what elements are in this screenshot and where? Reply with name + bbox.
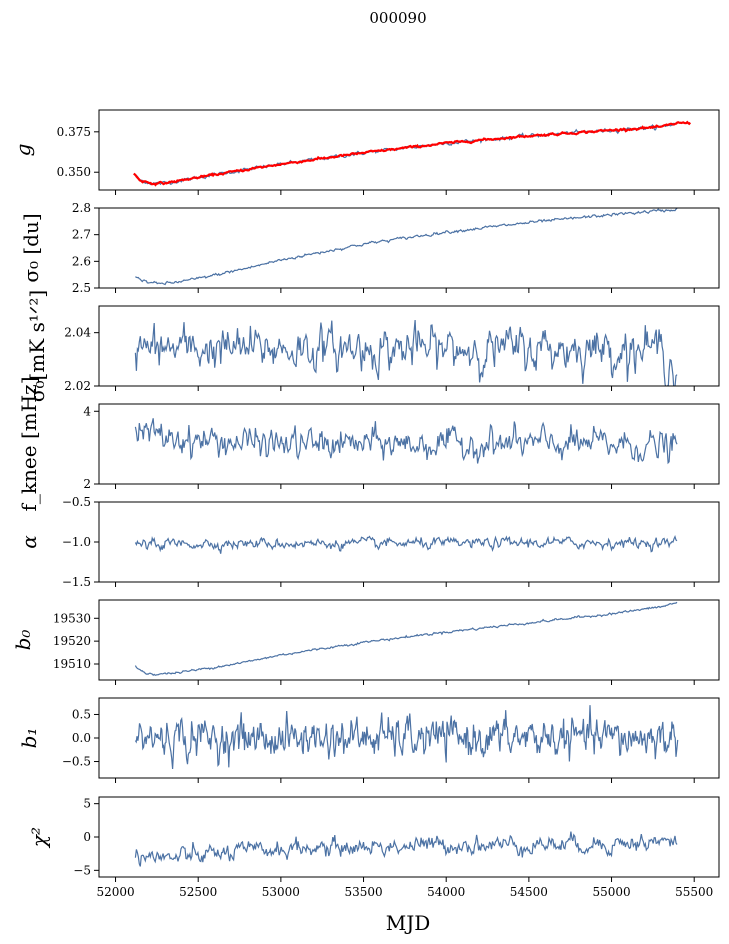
axes-frame [98,207,720,289]
series-line [134,601,678,677]
y-tick-label: 2.5 [72,281,91,295]
y-axis-label: χ² [27,827,51,849]
y-tick-label: 0.350 [57,165,91,179]
y-tick-label: 5 [83,797,91,811]
y-axis-label: b₁ [17,728,41,749]
x-axis-label: MJD [386,911,431,935]
y-tick-label: 2.7 [72,228,91,242]
x-tick-label: 54500 [510,885,548,899]
y-tick-label: 19530 [53,611,91,625]
panel-alpha: −1.5 −1.0 −0.5 α [17,495,720,589]
y-axis-label: g [11,144,35,157]
y-tick-label: 19510 [53,657,91,671]
y-tick-label: 19520 [53,634,91,648]
y-tick-label: −5 [73,863,91,877]
y-tick-label: −1.5 [62,575,91,589]
panel-g: 0.350 0.375 g [11,109,720,195]
series-line-overlay [133,120,692,187]
y-axis-label: α [17,535,41,549]
axes-frame [98,697,720,779]
x-tick-label: 55000 [592,885,630,899]
y-axis-label: σ₀[mK s¹ᐟ²] [25,290,49,402]
series-line [135,208,678,286]
y-tick-label: 2.04 [64,326,91,340]
y-axis-label: σ₀ [du] [19,213,43,282]
y-tick-label: 2.8 [72,201,91,215]
series-line [134,319,678,386]
y-axis-label: f_knee [mHz] [17,377,41,512]
y-tick-label: 4 [83,404,91,418]
y-tick-label: 2.6 [72,254,91,268]
y-tick-label: 0 [83,830,91,844]
panel-sigma0_du: 2.5 2.6 2.7 2.8 σ₀ [du] [19,201,720,295]
y-axis-label: b₀ [11,630,35,651]
axes-frame [98,305,720,387]
series-line [134,831,678,867]
y-tick-label: −1.0 [62,535,91,549]
y-tick-label: 2.02 [64,379,91,393]
x-tick-label: 53000 [262,885,300,899]
x-tick-label: 55500 [675,885,713,899]
axes-frame [98,403,720,485]
x-tick-label: 52000 [96,885,134,899]
y-tick-label: 0.375 [57,125,91,139]
x-tick-label: 54000 [427,885,465,899]
axes-frame [98,599,720,681]
y-tick-label: −0.5 [62,755,91,769]
series-line [134,705,679,770]
axes-frame [98,109,720,191]
y-tick-label: −0.5 [62,495,91,509]
panel-fknee: 2 4 f_knee [mHz] [17,377,720,512]
y-tick-label: 2 [83,477,91,491]
panel-sigma0_mk: 2.02 2.04 σ₀[mK s¹ᐟ²] [25,290,720,402]
panel-b1: −0.5 0.0 0.5 b₁ [17,697,720,783]
panels: 0.350 0.375 g 2.5 2.6 2.7 2.8 σ₀ [du] 2.02 2.04 σ₀… [11,109,720,899]
series-line [134,418,678,465]
axes-frame [98,796,720,878]
panel-chi2: −5 0 5 52000 52500 53000 53500 54000 54500 55000 5… [27,796,720,899]
y-tick-label: 0.0 [72,731,91,745]
x-tick-label: 52500 [179,885,217,899]
figure-title: 000090 [369,9,426,27]
panel-b0: 19510 19520 19530 b₀ [11,599,720,685]
series-line [134,535,678,554]
x-tick-label: 53500 [344,885,382,899]
y-tick-label: 0.5 [72,707,91,721]
